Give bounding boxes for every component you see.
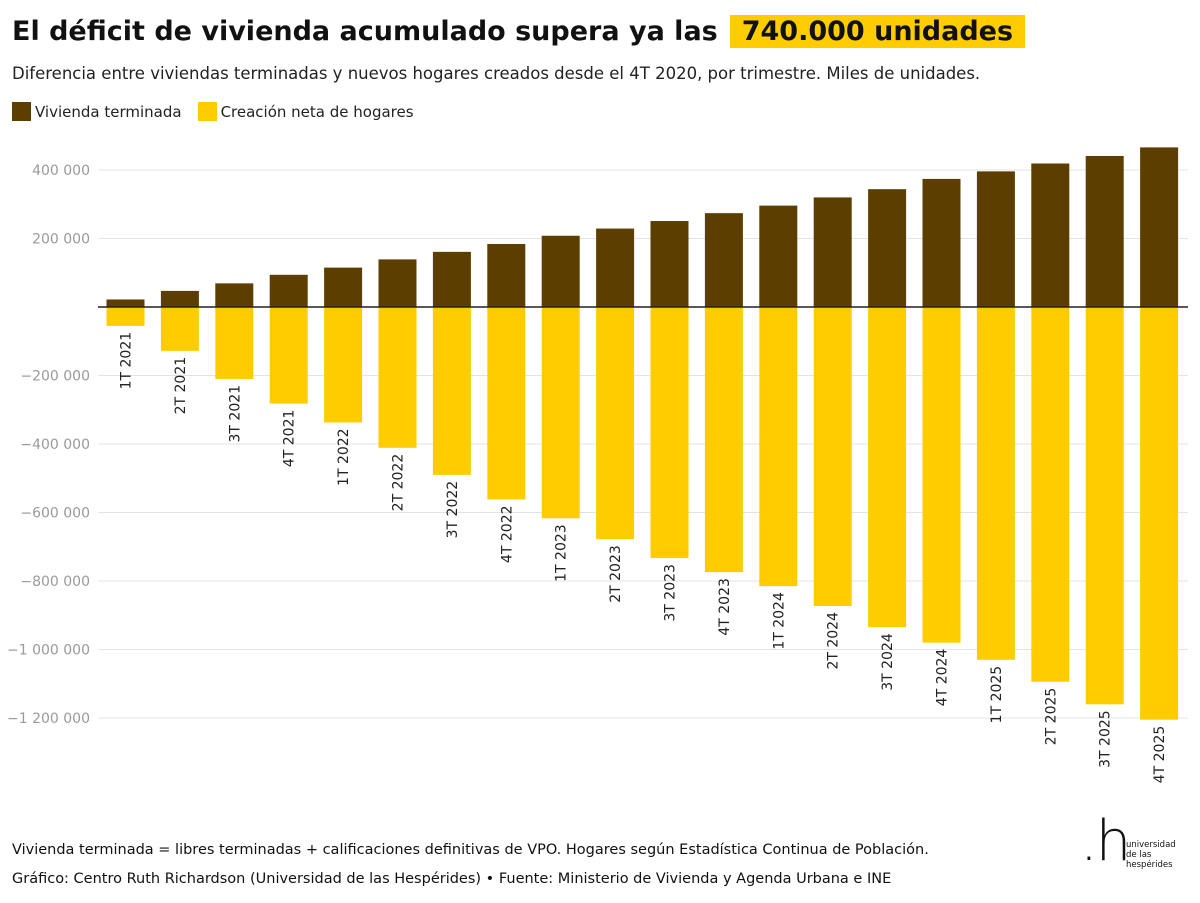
x-tick-label: 3T 2023: [663, 564, 679, 622]
bar-vivienda-terminada: [160, 290, 199, 307]
bar-vivienda-terminada: [269, 274, 308, 307]
bar-creacion-hogares: [759, 307, 798, 587]
x-tick-label: 3T 2021: [227, 385, 243, 443]
bar-creacion-hogares: [704, 307, 743, 573]
x-tick-label: 3T 2024: [880, 633, 896, 691]
bar-creacion-hogares: [813, 307, 852, 607]
bar-creacion-hogares: [541, 307, 580, 519]
bar-vivienda-terminada: [922, 178, 961, 307]
bar-vivienda-terminada: [759, 205, 798, 307]
legend-item-hogares: Creación neta de hogares: [197, 102, 414, 121]
bar-creacion-hogares: [432, 307, 471, 475]
bar-creacion-hogares: [215, 307, 254, 379]
bar-vivienda-terminada: [106, 299, 145, 307]
bar-vivienda-terminada: [215, 283, 254, 307]
title-highlight: 740.000 unidades: [729, 15, 1026, 48]
university-logo: .h universidad de las hespérides: [1080, 812, 1192, 878]
x-tick-label: 2T 2022: [391, 454, 407, 512]
bar-creacion-hogares: [1031, 307, 1070, 682]
bars: [106, 147, 1179, 720]
bar-chart: 400 000 200 000 −200 000 −400 000 −600 000 −8…: [7, 147, 1188, 783]
y-tick-label: −200 000: [20, 369, 90, 385]
bar-vivienda-terminada: [868, 189, 907, 307]
y-axis: 400 000 200 000 −200 000 −400 000 −600 000 −8…: [7, 163, 90, 727]
bar-vivienda-terminada: [976, 171, 1015, 307]
legend-label-hogares: Creación neta de hogares: [220, 102, 414, 121]
bar-vivienda-terminada: [487, 243, 526, 307]
bar-creacion-hogares: [1085, 307, 1124, 705]
x-axis-labels: 1T 2021 2T 2021 3T 2021 4T 2021 1T 2022 2T 20…: [119, 332, 1169, 783]
bar-vivienda-terminada: [813, 197, 852, 307]
bar-vivienda-terminada: [324, 267, 363, 307]
x-tick-label: 4T 2025: [1152, 726, 1168, 784]
logo-mark: .h: [1080, 809, 1131, 874]
y-tick-label: −600 000: [20, 506, 90, 522]
bar-vivienda-terminada: [541, 235, 580, 307]
x-tick-label: 2T 2025: [1043, 688, 1059, 746]
legend-item-vivienda: Vivienda terminada: [12, 102, 182, 121]
x-tick-label: 1T 2025: [989, 666, 1005, 724]
bar-creacion-hogares: [922, 307, 961, 643]
x-tick-label: 4T 2022: [499, 505, 515, 563]
logo-line-2: de las: [1126, 850, 1152, 860]
bar-creacion-hogares: [487, 307, 526, 500]
bar-creacion-hogares: [324, 307, 363, 423]
legend: Vivienda terminada Creación neta de hoga…: [12, 102, 430, 121]
x-tick-label: 1T 2021: [119, 332, 135, 390]
bar-vivienda-terminada: [1085, 155, 1124, 307]
x-tick-label: 2T 2023: [608, 545, 624, 603]
bar-vivienda-terminada: [596, 228, 635, 307]
bar-vivienda-terminada: [650, 221, 689, 307]
y-tick-label: −800 000: [20, 574, 90, 590]
x-tick-label: 1T 2023: [554, 524, 570, 582]
legend-swatch-hogares: [197, 102, 217, 121]
bar-vivienda-terminada: [704, 213, 743, 307]
bar-vivienda-terminada: [378, 259, 417, 307]
bar-creacion-hogares: [868, 307, 907, 628]
bar-creacion-hogares: [160, 307, 199, 351]
x-tick-label: 1T 2022: [336, 428, 352, 486]
bar-creacion-hogares: [976, 307, 1015, 660]
logo-line-3: hespérides: [1126, 860, 1173, 870]
x-tick-label: 4T 2023: [717, 578, 733, 636]
bar-vivienda-terminada: [432, 251, 471, 307]
bar-creacion-hogares: [596, 307, 635, 540]
bar-creacion-hogares: [269, 307, 308, 404]
bar-creacion-hogares: [1140, 307, 1179, 720]
x-tick-label: 2T 2021: [173, 357, 189, 415]
source-credit: Gráfico: Centro Ruth Richardson (Univers…: [12, 871, 892, 887]
bar-creacion-hogares: [106, 307, 145, 326]
x-tick-label: 4T 2024: [935, 649, 951, 707]
gridlines: [98, 169, 1188, 719]
y-tick-label: −400 000: [20, 437, 90, 453]
x-tick-label: 3T 2022: [445, 481, 461, 539]
logo-text: universidad de las hespérides: [1126, 840, 1176, 870]
footnote: Vivienda terminada = libres terminadas +…: [12, 842, 929, 858]
x-tick-label: 3T 2025: [1098, 710, 1114, 768]
y-tick-label: −1 000 000: [7, 643, 90, 659]
x-tick-label: 4T 2021: [282, 410, 298, 468]
chart-subtitle: Diferencia entre viviendas terminadas y …: [12, 64, 981, 83]
bar-creacion-hogares: [650, 307, 689, 559]
logo-line-1: universidad: [1126, 840, 1176, 850]
bar-creacion-hogares: [378, 307, 417, 448]
y-tick-label: 200 000: [32, 232, 90, 248]
title-text: El déficit de vivienda acumulado supera …: [12, 16, 718, 47]
x-tick-label: 2T 2024: [826, 612, 842, 670]
x-tick-label: 1T 2024: [771, 592, 787, 650]
bar-vivienda-terminada: [1031, 163, 1070, 307]
y-tick-label: −1 200 000: [7, 711, 90, 727]
y-tick-label: 400 000: [32, 163, 90, 179]
chart-title: El déficit de vivienda acumulado supera …: [12, 12, 1026, 52]
legend-label-vivienda: Vivienda terminada: [35, 102, 182, 121]
legend-swatch-vivienda: [12, 102, 31, 121]
bar-vivienda-terminada: [1140, 147, 1179, 307]
